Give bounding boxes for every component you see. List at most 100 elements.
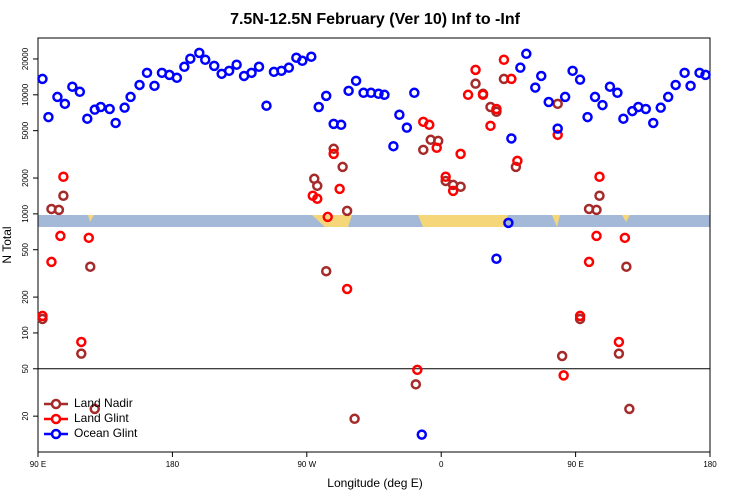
point [200, 54, 211, 65]
point [334, 183, 345, 195]
point [455, 181, 466, 192]
legend-marker [50, 413, 62, 425]
legend-label: Land Nadir [74, 396, 133, 410]
y-tick-label: 20000 [21, 47, 30, 70]
point [591, 230, 602, 242]
point [515, 62, 526, 73]
point [431, 142, 442, 154]
point [574, 74, 586, 85]
point [231, 59, 242, 70]
point [648, 117, 659, 129]
point [455, 148, 466, 160]
point [83, 232, 95, 244]
point [619, 232, 631, 244]
point [558, 370, 569, 381]
point [312, 193, 323, 204]
point [350, 75, 362, 87]
point [552, 123, 563, 134]
point [510, 161, 522, 173]
point [662, 91, 674, 103]
legend-label: Ocean Glint [74, 426, 138, 440]
point [89, 403, 100, 415]
x-tick-label: 0 [439, 460, 444, 469]
point [141, 67, 153, 79]
point [409, 87, 420, 99]
point [640, 103, 652, 115]
point [320, 265, 332, 277]
point [55, 230, 66, 242]
point [322, 211, 333, 223]
point [283, 62, 295, 73]
x-tick-label: 180 [703, 460, 717, 469]
point [670, 79, 681, 91]
y-axis-label: N Total [0, 226, 14, 263]
point [591, 204, 602, 216]
point [185, 53, 196, 64]
point [655, 102, 666, 113]
point [424, 119, 435, 131]
point [46, 256, 57, 268]
y-tick-label: 50 [21, 364, 30, 373]
point [410, 379, 422, 390]
point [552, 98, 563, 110]
point [679, 67, 690, 79]
point [341, 283, 353, 295]
y-tick-label: 20 [21, 411, 30, 420]
legend-label: Land Glint [74, 411, 129, 425]
point [485, 120, 496, 132]
point [76, 348, 87, 359]
point [58, 171, 69, 183]
point [37, 310, 48, 322]
y-tick-label: 500 [21, 242, 30, 256]
point [104, 103, 115, 115]
x-tick-label: 90 E [30, 460, 46, 469]
x-tick-label: 90 W [297, 460, 316, 469]
point [53, 204, 65, 216]
point [85, 261, 96, 272]
point [246, 67, 257, 79]
point [685, 80, 696, 92]
point [312, 180, 323, 192]
y-tick-label: 200 [21, 290, 30, 304]
point [503, 217, 514, 229]
point [328, 148, 339, 160]
point [700, 69, 711, 81]
point [335, 119, 347, 131]
point [567, 65, 578, 77]
point [59, 98, 71, 110]
point [624, 403, 635, 415]
point [149, 80, 160, 92]
point [171, 72, 183, 84]
point [208, 60, 220, 72]
x-tick-label: 180 [166, 460, 180, 469]
point [313, 101, 324, 113]
point [512, 155, 523, 167]
point [694, 67, 705, 79]
point [416, 429, 428, 440]
band [38, 215, 710, 227]
point [583, 256, 595, 268]
point [388, 140, 399, 152]
point [82, 113, 93, 124]
y-tick-label: 10000 [21, 83, 30, 106]
point [543, 96, 554, 108]
point [536, 70, 547, 82]
point [498, 54, 510, 65]
point [618, 113, 629, 124]
point [306, 51, 317, 62]
point [67, 81, 78, 92]
point [110, 117, 121, 129]
point [589, 91, 601, 103]
point [447, 185, 459, 197]
point [328, 143, 339, 155]
point [597, 99, 608, 111]
point [76, 336, 87, 348]
point [337, 161, 348, 173]
point [52, 91, 63, 103]
legend-marker [50, 398, 62, 410]
point [613, 336, 625, 348]
point [440, 171, 451, 183]
y-tick-label: 2000 [21, 169, 30, 187]
point [261, 100, 272, 111]
